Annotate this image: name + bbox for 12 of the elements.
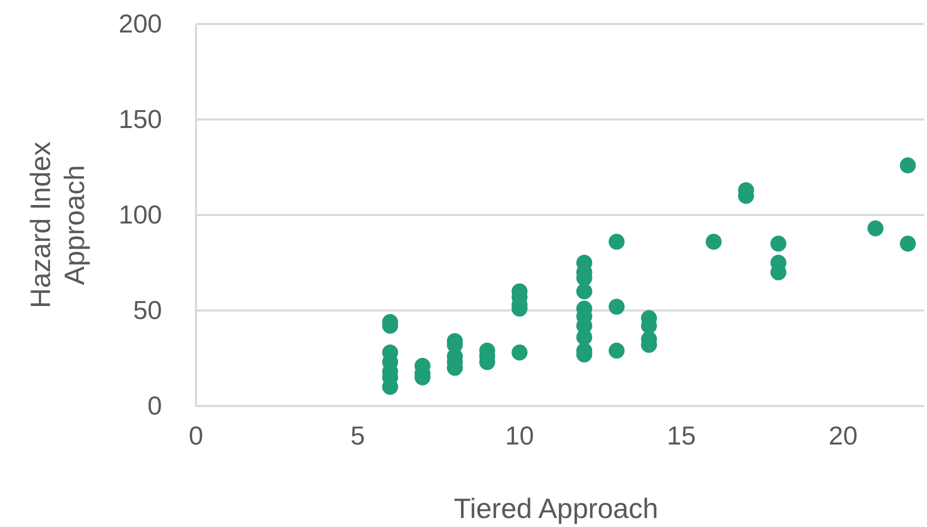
x-axis-title: Tiered Approach — [454, 493, 658, 524]
y-tick-label: 150 — [118, 104, 162, 134]
y-tick-label: 0 — [148, 390, 162, 420]
x-tick-label: 20 — [828, 420, 858, 450]
x-tick-label: 10 — [505, 420, 534, 450]
x-tick-label: 15 — [666, 420, 696, 450]
y-tick-label: 200 — [118, 8, 162, 38]
y-tick-label: 50 — [133, 294, 162, 325]
y-tick-label: 100 — [118, 199, 162, 230]
y-axis-title: Hazard Index Approach — [25, 142, 90, 308]
x-tick-label: 5 — [350, 420, 366, 450]
x-tick-label: 0 — [188, 420, 204, 450]
